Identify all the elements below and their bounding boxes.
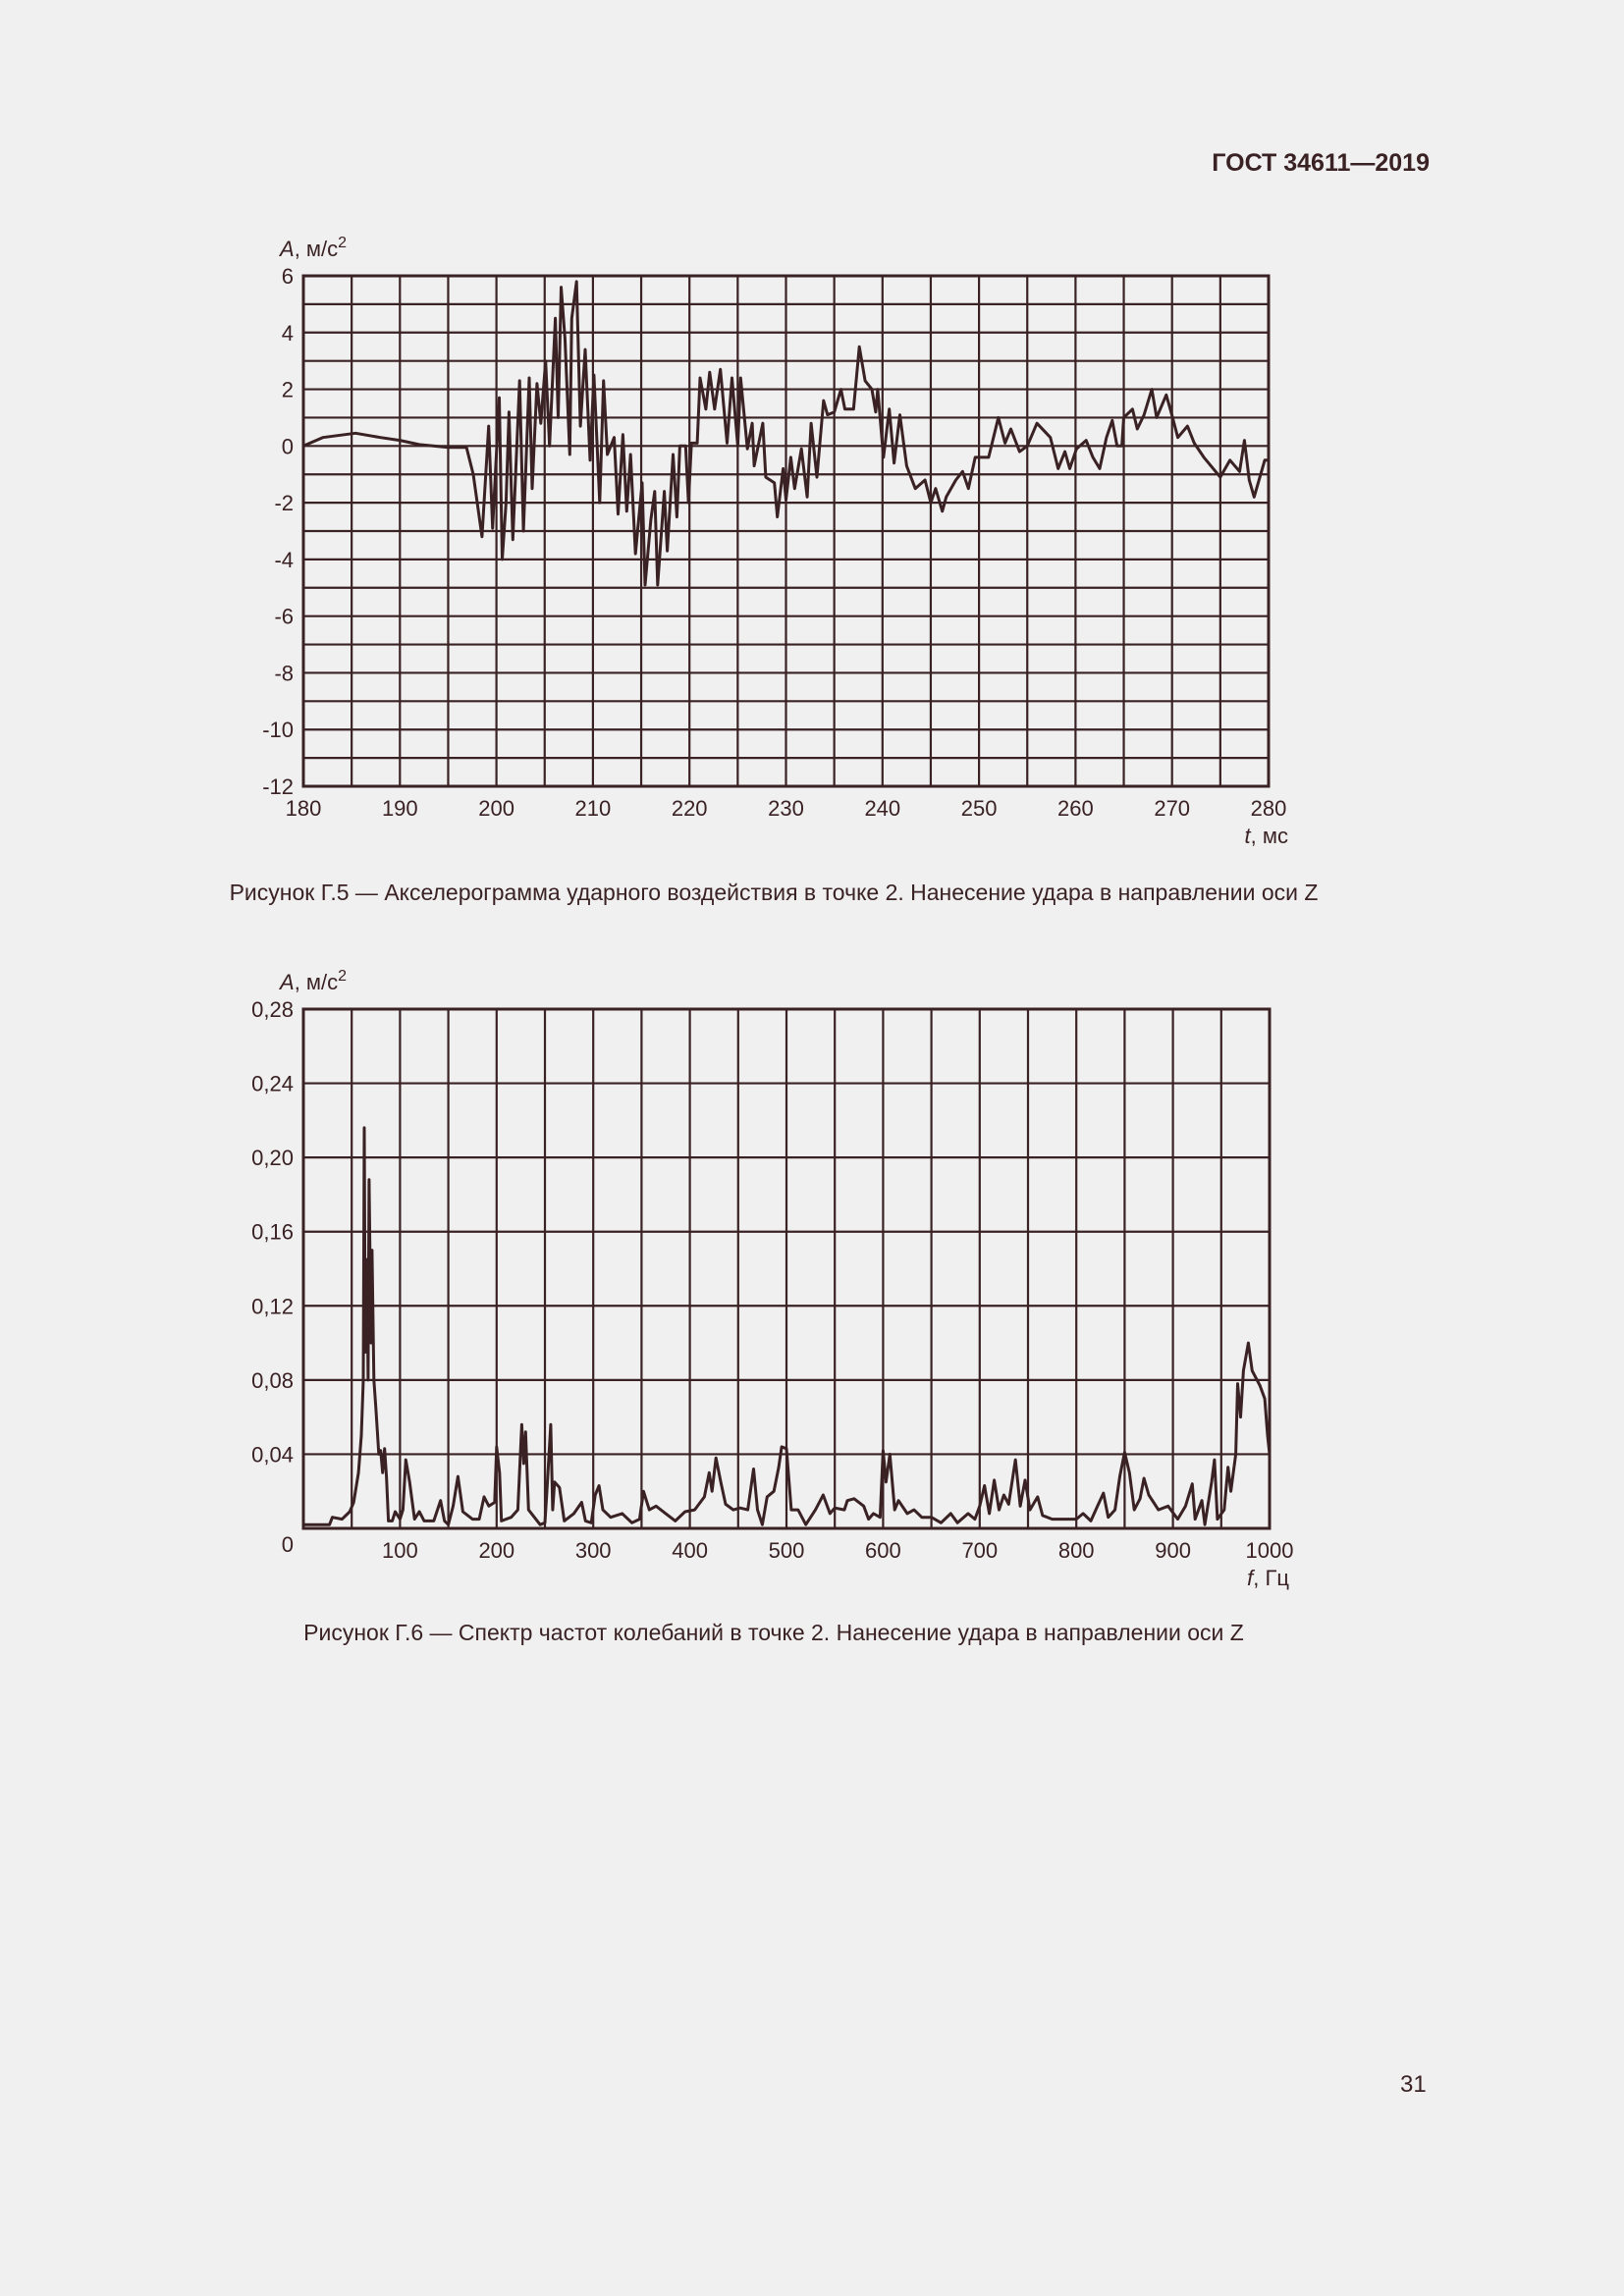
x-axis-symbol: f <box>1247 1566 1256 1590</box>
y-tick-label: 0,20 <box>251 1146 294 1170</box>
y-tick-label: 4 <box>282 321 294 346</box>
y-axis-symbol: A <box>278 237 295 261</box>
x-tick-label: 180 <box>286 796 322 821</box>
y-tick-label: 2 <box>282 378 294 402</box>
y-axis-label: A, м/с2 <box>278 968 347 994</box>
x-tick-label: 600 <box>865 1538 901 1563</box>
x-tick-label: 200 <box>478 1538 514 1563</box>
y-tick-label: 6 <box>282 264 294 289</box>
x-axis-unit: , Гц <box>1253 1566 1289 1590</box>
y-tick-label: 0,08 <box>251 1368 294 1393</box>
figure-caption-g5: Рисунок Г.5 — Акселерограмма ударного во… <box>229 880 1319 905</box>
y-tick-label: -6 <box>274 605 294 629</box>
data-series-line <box>302 280 1269 587</box>
x-tick-label: 260 <box>1057 796 1094 821</box>
x-tick-label: 800 <box>1058 1538 1095 1563</box>
y-tick-label: 0,28 <box>251 997 294 1022</box>
x-tick-label: 400 <box>672 1538 708 1563</box>
y-tick-label: -2 <box>274 491 294 515</box>
x-tick-label: 700 <box>961 1538 998 1563</box>
y-tick-label: 0,12 <box>251 1294 294 1318</box>
x-axis-label: f, Гц <box>1247 1566 1289 1590</box>
y-tick-label: -12 <box>262 774 294 799</box>
y-tick-label: 0,04 <box>251 1442 294 1467</box>
x-tick-label: 240 <box>864 796 900 821</box>
y-tick-label: 0,24 <box>251 1072 294 1096</box>
data-series-line <box>303 1126 1272 1526</box>
y-tick-label: 0 <box>282 434 294 458</box>
x-tick-label: 220 <box>672 796 708 821</box>
x-tick-label: 210 <box>575 796 612 821</box>
y-tick-label: 0,16 <box>251 1220 294 1245</box>
document-id-header: ГОСТ 34611—2019 <box>1212 149 1430 177</box>
y-axis-label: A, м/с2 <box>278 235 347 261</box>
x-axis-label: t, мс <box>1245 824 1288 848</box>
y-axis-unit-exponent: 2 <box>338 235 347 251</box>
y-axis-unit: , м/с <box>295 237 338 261</box>
y-axis-unit: , м/с <box>295 970 338 994</box>
x-tick-label: 280 <box>1251 796 1287 821</box>
page-number: 31 <box>1400 2071 1427 2098</box>
x-axis-symbol: t <box>1245 824 1252 848</box>
y-tick-label: -10 <box>262 718 294 742</box>
x-tick-label: 270 <box>1154 796 1190 821</box>
plot-frame <box>301 1007 1272 1530</box>
x-tick-label: 230 <box>768 796 804 821</box>
x-tick-label: 300 <box>575 1538 612 1563</box>
x-tick-label: 190 <box>382 796 418 821</box>
x-tick-label: 100 <box>382 1538 418 1563</box>
x-axis-unit: , мс <box>1251 824 1288 848</box>
y-axis-symbol: A <box>278 970 295 994</box>
figure-caption-g6: Рисунок Г.6 — Спектр частот колебаний в … <box>303 1620 1244 1645</box>
plot-frame <box>301 274 1271 788</box>
spectrum-chart: 0,28 0,24 0,20 0,16 0,12 0,08 0,04 100 200 300 400… <box>251 968 1294 1590</box>
x-tick-label: 500 <box>769 1538 805 1563</box>
origin-tick-label: 0 <box>282 1532 294 1557</box>
y-tick-label: -8 <box>274 661 294 685</box>
x-tick-label: 1000 <box>1246 1538 1294 1563</box>
x-tick-label: 900 <box>1155 1538 1191 1563</box>
x-tick-label: 200 <box>478 796 514 821</box>
y-tick-label: -4 <box>274 548 294 572</box>
x-tick-label: 250 <box>961 796 998 821</box>
y-axis-unit-exponent: 2 <box>338 968 347 985</box>
